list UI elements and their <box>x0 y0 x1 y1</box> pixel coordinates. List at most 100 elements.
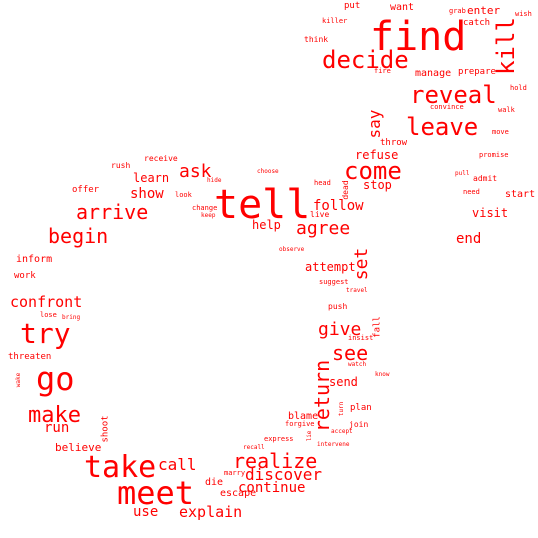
word: insist <box>348 334 374 342</box>
word: convince <box>430 103 464 111</box>
word: look <box>175 191 192 199</box>
word: turn <box>338 401 345 417</box>
word: join <box>349 420 369 429</box>
word: follow <box>313 198 364 214</box>
word: find <box>370 14 467 60</box>
word: make <box>28 403 81 428</box>
word: pull <box>455 170 470 177</box>
word: killer <box>322 17 348 25</box>
word: try <box>20 317 71 350</box>
word: fire <box>374 67 391 75</box>
word: tell <box>214 182 311 228</box>
word: keep <box>201 212 216 219</box>
word: head <box>314 179 331 187</box>
word: decide <box>322 46 409 74</box>
word: agree <box>296 218 351 239</box>
word: admit <box>473 174 498 183</box>
word: express <box>264 435 294 443</box>
word: attempt <box>305 260 356 274</box>
word: run <box>44 420 70 436</box>
word: work <box>14 271 36 281</box>
word: believe <box>55 441 102 454</box>
word: say <box>365 109 384 139</box>
word: accept <box>331 428 353 435</box>
word: escape <box>220 488 257 499</box>
word: throw <box>380 138 408 148</box>
word: see <box>332 341 369 365</box>
word: intervene <box>317 441 350 448</box>
word: lose <box>40 311 57 319</box>
word: blame <box>288 411 319 422</box>
word: watch <box>348 361 367 368</box>
word: refuse <box>355 148 399 162</box>
word: manage <box>415 68 452 79</box>
word: move <box>492 128 509 136</box>
word: need <box>463 188 480 196</box>
word: live <box>310 210 330 219</box>
word: confront <box>10 293 83 311</box>
word: dead <box>341 180 350 200</box>
word: catch <box>463 18 491 28</box>
word: plan <box>350 403 372 413</box>
word: discover <box>245 465 323 484</box>
word: come <box>344 157 402 185</box>
word: call <box>158 455 197 474</box>
word: send <box>329 375 358 389</box>
word: hide <box>207 177 222 184</box>
word: fall <box>372 316 383 338</box>
word: know <box>375 371 390 378</box>
word: marry <box>224 469 246 477</box>
word: continue <box>238 480 306 496</box>
word: offer <box>72 185 100 195</box>
word: grab <box>449 7 466 15</box>
word: promise <box>479 151 509 159</box>
word: realize <box>233 449 318 473</box>
word: help <box>252 218 281 232</box>
word: kill <box>492 17 520 75</box>
word: meet <box>117 474 195 512</box>
word: travel <box>346 287 368 294</box>
word: wish <box>515 10 532 18</box>
word: rush <box>111 161 131 170</box>
word: put <box>344 1 361 11</box>
word: end <box>456 231 482 247</box>
word: reveal <box>410 81 497 109</box>
word: go <box>36 360 75 398</box>
word: threaten <box>8 352 52 362</box>
word: recall <box>243 444 265 451</box>
word: shoot <box>100 415 111 443</box>
word: bring <box>62 314 81 321</box>
word: inform <box>16 254 53 265</box>
word: ask <box>179 161 212 182</box>
word: prepare <box>458 67 496 77</box>
word: start <box>505 189 536 200</box>
word: hold <box>510 84 527 92</box>
word: forgive <box>285 420 315 428</box>
word: choose <box>257 168 279 175</box>
word: want <box>390 2 415 13</box>
word: take <box>84 450 157 485</box>
word: learn <box>133 171 170 185</box>
word: explain <box>179 503 243 521</box>
word: push <box>328 302 348 311</box>
word: set <box>351 247 372 281</box>
word: give <box>318 319 362 340</box>
word: die <box>205 477 224 488</box>
word: suggest <box>319 278 349 286</box>
word: receive <box>144 154 178 163</box>
word: begin <box>48 224 109 248</box>
word: enter <box>467 4 501 17</box>
word: change <box>192 204 218 212</box>
word: use <box>133 504 159 520</box>
word: observe <box>279 246 305 253</box>
word: lie <box>306 430 313 442</box>
word: wake <box>15 372 22 388</box>
word: visit <box>472 206 509 220</box>
word: stop <box>363 178 392 192</box>
word: arrive <box>76 200 149 224</box>
word: leave <box>406 113 479 141</box>
word: show <box>130 186 164 202</box>
word: walk <box>498 106 515 114</box>
word: think <box>304 35 329 44</box>
